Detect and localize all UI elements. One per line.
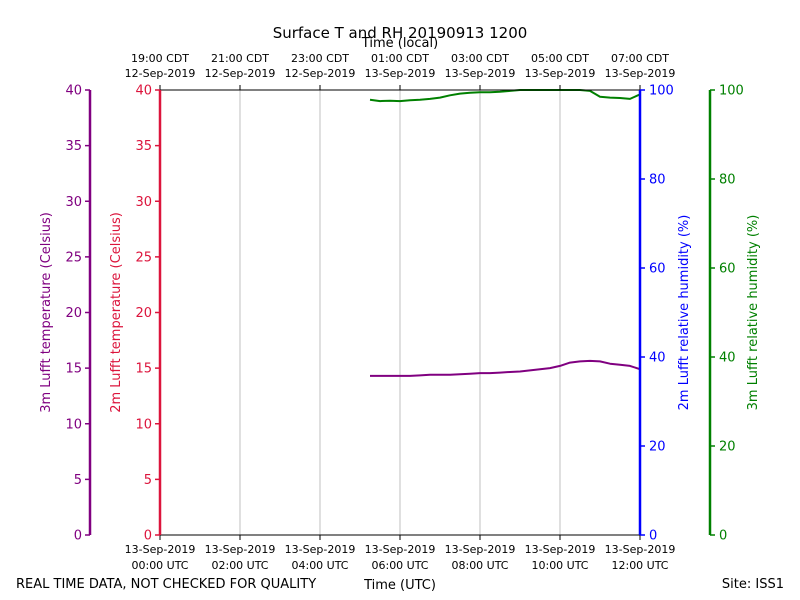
y-tick-label-rh3m: 80 xyxy=(719,173,736,188)
axes-layer: 13-Sep-2019 00:00 UTC 19:00 CDT 12-Sep-2019… xyxy=(39,52,761,572)
x-tick-label-local-time: 01:00 CDT xyxy=(371,52,429,65)
x-tick-label-utc-time: 10:00 UTC xyxy=(531,559,588,572)
y-tick-label-t2m: 5 xyxy=(144,473,152,488)
x-tick-label-utc-date: 13-Sep-2019 xyxy=(365,543,436,556)
x-tick-label-local-time: 23:00 CDT xyxy=(291,52,349,65)
y-tick-label-rh3m: 60 xyxy=(719,262,736,277)
y-tick-label-rh2m: 100 xyxy=(649,84,674,99)
y-tick-label-t3m: 30 xyxy=(65,195,82,210)
x-tick-label-utc-date: 13-Sep-2019 xyxy=(605,543,676,556)
y-tick-label-rh3m: 100 xyxy=(719,84,744,99)
y-tick-label-t2m: 30 xyxy=(135,195,152,210)
x-tick-label-utc-time: 12:00 UTC xyxy=(611,559,668,572)
x-tick-label-local-time: 21:00 CDT xyxy=(211,52,269,65)
y-tick-label-t2m: 40 xyxy=(135,84,152,99)
y-tick-label-t2m: 35 xyxy=(135,139,152,154)
x-tick-label-local-date: 12-Sep-2019 xyxy=(285,67,356,80)
x-tick-label-local-date: 13-Sep-2019 xyxy=(365,67,436,80)
y-tick-label-t3m: 20 xyxy=(65,306,82,321)
y-axis-label-rh3m: 3m Lufft relative humidity (%) xyxy=(746,215,761,411)
x-tick-label-local-time: 19:00 CDT xyxy=(131,52,189,65)
y-tick-label-t3m: 0 xyxy=(74,529,82,544)
y-tick-label-rh2m: 80 xyxy=(649,173,666,188)
y-tick-label-rh2m: 0 xyxy=(649,529,657,544)
y-tick-label-rh2m: 60 xyxy=(649,262,666,277)
chart-title: Surface T and RH 20190913 1200 xyxy=(273,24,528,42)
y-tick-label-rh2m: 40 xyxy=(649,351,666,366)
x-tick-label-local-date: 13-Sep-2019 xyxy=(445,67,516,80)
x-tick-label-utc-time: 04:00 UTC xyxy=(291,559,348,572)
x-tick-label-local-date: 12-Sep-2019 xyxy=(205,67,276,80)
series-line-rh3m xyxy=(369,89,641,103)
y-tick-label-t2m: 0 xyxy=(144,529,152,544)
y-tick-label-rh3m: 20 xyxy=(719,440,736,455)
x-tick-label-utc-date: 13-Sep-2019 xyxy=(445,543,516,556)
x-tick-label-utc-time: 08:00 UTC xyxy=(451,559,508,572)
y-tick-label-t2m: 20 xyxy=(135,306,152,321)
y-tick-label-t3m: 35 xyxy=(65,139,82,154)
x-tick-label-local-date: 13-Sep-2019 xyxy=(525,67,596,80)
y-tick-label-t3m: 5 xyxy=(74,473,82,488)
x-tick-label-utc-date: 13-Sep-2019 xyxy=(205,543,276,556)
y-axis-label-t2m: 2m Lufft temperature (Celsius) xyxy=(109,212,124,413)
y-tick-label-t3m: 10 xyxy=(65,417,82,432)
y-tick-label-t3m: 40 xyxy=(65,84,82,99)
y-tick-label-t2m: 10 xyxy=(135,417,152,432)
y-tick-label-t2m: 15 xyxy=(135,362,152,377)
x-tick-label-local-date: 12-Sep-2019 xyxy=(125,67,196,80)
x-tick-label-utc-date: 13-Sep-2019 xyxy=(525,543,596,556)
footer-disclaimer: REAL TIME DATA, NOT CHECKED FOR QUALITY xyxy=(16,577,316,592)
grid-lines xyxy=(239,90,561,535)
series-line-t3m xyxy=(370,359,641,377)
x-tick-label-utc-time: 06:00 UTC xyxy=(371,559,428,572)
x-tick-label-utc-date: 13-Sep-2019 xyxy=(285,543,356,556)
y-tick-label-rh2m: 20 xyxy=(649,440,666,455)
footer-site: Site: ISS1 xyxy=(722,577,784,592)
y-axis-label-t3m: 3m Lufft temperature (Celsius) xyxy=(39,212,54,413)
x-axis-label: Time (UTC) xyxy=(363,578,436,593)
y-axis-label-rh2m: 2m Lufft relative humidity (%) xyxy=(677,215,692,411)
x-tick-label-utc-time: 02:00 UTC xyxy=(211,559,268,572)
x-tick-label-utc-time: 00:00 UTC xyxy=(131,559,188,572)
top-axis-label: Time (local) xyxy=(361,36,438,51)
x-tick-label-local-time: 03:00 CDT xyxy=(451,52,509,65)
y-tick-label-rh3m: 0 xyxy=(719,529,727,544)
y-tick-label-t2m: 25 xyxy=(135,250,152,265)
x-tick-label-local-time: 05:00 CDT xyxy=(531,52,589,65)
y-tick-label-rh3m: 40 xyxy=(719,351,736,366)
x-tick-label-local-time: 07:00 CDT xyxy=(611,52,669,65)
y-tick-label-t3m: 15 xyxy=(65,362,82,377)
x-tick-label-local-date: 13-Sep-2019 xyxy=(605,67,676,80)
y-tick-label-t3m: 25 xyxy=(65,250,82,265)
x-tick-label-utc-date: 13-Sep-2019 xyxy=(125,543,196,556)
series-layer xyxy=(369,89,641,377)
